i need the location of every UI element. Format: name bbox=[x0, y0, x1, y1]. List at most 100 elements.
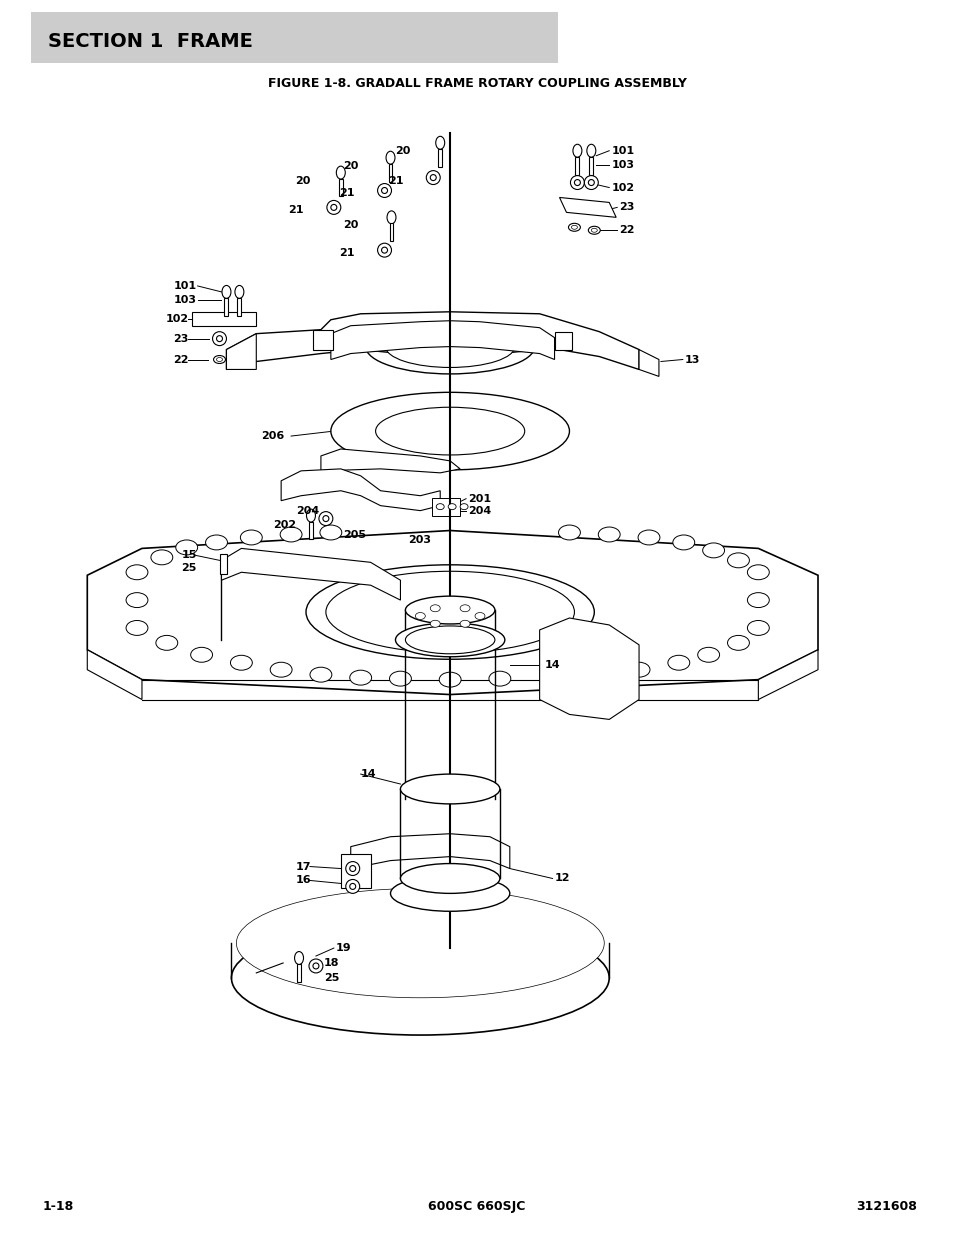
Ellipse shape bbox=[588, 226, 599, 235]
Ellipse shape bbox=[489, 671, 510, 687]
Ellipse shape bbox=[548, 671, 570, 685]
Ellipse shape bbox=[206, 535, 227, 550]
Text: 22: 22 bbox=[173, 354, 189, 364]
Text: 25: 25 bbox=[181, 563, 196, 573]
Ellipse shape bbox=[345, 879, 359, 893]
Ellipse shape bbox=[430, 605, 439, 611]
Ellipse shape bbox=[377, 243, 391, 257]
Ellipse shape bbox=[400, 863, 499, 893]
Text: 23: 23 bbox=[173, 333, 189, 343]
Ellipse shape bbox=[415, 613, 425, 620]
Bar bbox=[296, 965, 301, 982]
Bar bbox=[309, 521, 313, 540]
Ellipse shape bbox=[558, 525, 579, 540]
Bar bbox=[219, 555, 227, 574]
Bar bbox=[338, 179, 342, 196]
Ellipse shape bbox=[627, 662, 649, 677]
Ellipse shape bbox=[702, 543, 723, 558]
Ellipse shape bbox=[126, 620, 148, 635]
Ellipse shape bbox=[389, 671, 411, 687]
Ellipse shape bbox=[430, 174, 436, 180]
Ellipse shape bbox=[306, 509, 315, 522]
Ellipse shape bbox=[588, 179, 594, 185]
Ellipse shape bbox=[400, 774, 499, 804]
Ellipse shape bbox=[331, 393, 569, 469]
Ellipse shape bbox=[175, 540, 197, 555]
Text: 15: 15 bbox=[181, 551, 196, 561]
Ellipse shape bbox=[746, 593, 768, 608]
Text: 101: 101 bbox=[611, 146, 634, 156]
Ellipse shape bbox=[475, 613, 484, 620]
Ellipse shape bbox=[459, 504, 468, 510]
Ellipse shape bbox=[191, 647, 213, 662]
Ellipse shape bbox=[213, 356, 225, 363]
Ellipse shape bbox=[727, 635, 749, 651]
Ellipse shape bbox=[638, 530, 659, 545]
Ellipse shape bbox=[345, 862, 359, 876]
Ellipse shape bbox=[306, 564, 594, 659]
Polygon shape bbox=[226, 311, 639, 369]
Ellipse shape bbox=[231, 656, 252, 671]
Ellipse shape bbox=[568, 224, 579, 231]
Ellipse shape bbox=[270, 662, 292, 677]
Bar bbox=[437, 148, 442, 167]
Ellipse shape bbox=[318, 511, 333, 526]
Text: 103: 103 bbox=[173, 295, 196, 305]
Ellipse shape bbox=[746, 620, 768, 635]
Ellipse shape bbox=[586, 144, 596, 157]
Text: 206: 206 bbox=[261, 431, 284, 441]
Polygon shape bbox=[87, 531, 817, 694]
Text: 17: 17 bbox=[295, 862, 311, 872]
Ellipse shape bbox=[234, 285, 244, 299]
Text: 600SC 660SJC: 600SC 660SJC bbox=[428, 1200, 525, 1213]
Ellipse shape bbox=[405, 626, 495, 653]
Text: 12: 12 bbox=[554, 873, 570, 883]
Ellipse shape bbox=[375, 408, 524, 454]
Bar bbox=[30, 11, 557, 63]
Text: 205: 205 bbox=[342, 531, 365, 541]
Ellipse shape bbox=[126, 593, 148, 608]
Text: 101: 101 bbox=[173, 280, 196, 291]
Ellipse shape bbox=[213, 332, 226, 346]
Ellipse shape bbox=[746, 564, 768, 579]
Ellipse shape bbox=[222, 285, 231, 299]
Polygon shape bbox=[87, 650, 142, 699]
Ellipse shape bbox=[216, 336, 222, 342]
Text: 25: 25 bbox=[324, 973, 339, 983]
Text: 202: 202 bbox=[273, 520, 295, 530]
Ellipse shape bbox=[232, 921, 609, 1035]
Ellipse shape bbox=[322, 515, 329, 521]
Text: 102: 102 bbox=[611, 183, 634, 193]
Bar bbox=[589, 157, 593, 174]
Ellipse shape bbox=[381, 247, 387, 253]
Ellipse shape bbox=[570, 175, 584, 189]
Text: 103: 103 bbox=[611, 159, 634, 169]
Bar bbox=[237, 298, 241, 316]
Text: 3121608: 3121608 bbox=[856, 1200, 917, 1213]
Text: 19: 19 bbox=[335, 944, 351, 953]
Ellipse shape bbox=[381, 188, 387, 194]
Ellipse shape bbox=[336, 167, 345, 179]
Ellipse shape bbox=[365, 319, 534, 374]
Ellipse shape bbox=[573, 144, 581, 157]
Ellipse shape bbox=[438, 672, 460, 687]
Ellipse shape bbox=[667, 656, 689, 671]
Ellipse shape bbox=[327, 200, 340, 215]
Bar bbox=[554, 332, 572, 350]
Text: 14: 14 bbox=[360, 769, 375, 779]
Bar bbox=[224, 298, 228, 316]
Ellipse shape bbox=[309, 960, 322, 973]
Text: 23: 23 bbox=[618, 203, 634, 212]
Ellipse shape bbox=[386, 151, 395, 164]
Ellipse shape bbox=[385, 326, 515, 368]
Ellipse shape bbox=[240, 530, 262, 545]
Ellipse shape bbox=[331, 205, 336, 210]
Ellipse shape bbox=[319, 525, 341, 540]
Text: 20: 20 bbox=[295, 175, 311, 185]
Bar bbox=[313, 330, 333, 350]
Ellipse shape bbox=[459, 620, 470, 627]
Text: 204: 204 bbox=[468, 505, 491, 516]
Ellipse shape bbox=[350, 883, 355, 889]
Text: 22: 22 bbox=[618, 225, 634, 236]
Text: 203: 203 bbox=[408, 536, 431, 546]
